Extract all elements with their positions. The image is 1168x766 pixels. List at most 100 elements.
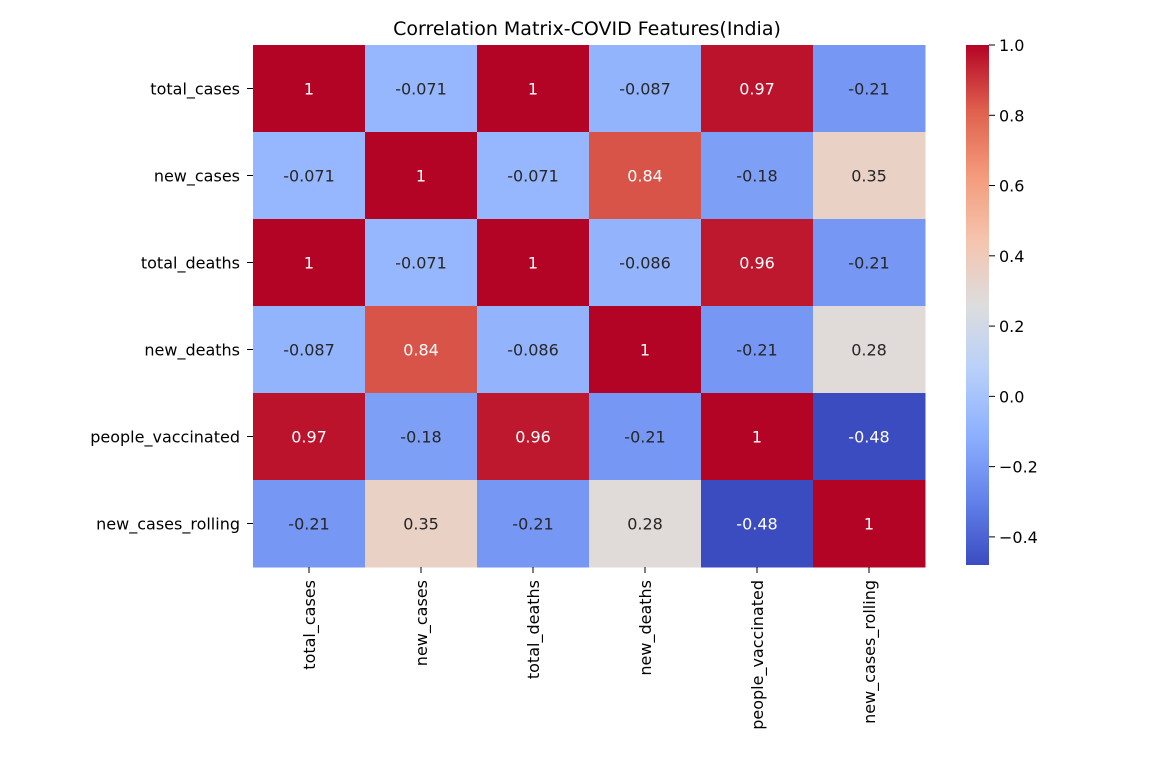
heatmap-cell [253, 306, 366, 394]
row-tick-label: total_deaths [141, 254, 240, 274]
row-tick-labels: total_cases new_cases total_deaths new_deat… [90, 80, 253, 535]
heatmap-cell [365, 306, 478, 394]
cell-value-label: 1 [528, 254, 538, 273]
cell-value-label: -0.21 [288, 515, 329, 534]
column-tick-label: new_cases [412, 580, 432, 666]
heatmap-cell [701, 45, 814, 133]
row-tick-label: new_deaths [144, 341, 240, 361]
cell-value-label: 0.28 [627, 515, 663, 534]
heatmap-cell [589, 45, 702, 133]
column-tick-label: people_vaccinated [748, 580, 768, 730]
cell-value-label: 0.35 [403, 515, 439, 534]
cell-value-label: 1 [304, 254, 314, 273]
row-tick-label: new_cases_rolling [96, 515, 240, 535]
colorbar-tick-label: 0.2 [999, 317, 1024, 336]
heatmap-cell [701, 132, 814, 220]
heatmap-cell [589, 306, 702, 394]
heatmap-cell [477, 306, 590, 394]
cell-value-label: -0.071 [395, 254, 447, 273]
heatmap-cell [253, 219, 366, 307]
cell-value-label: 0.97 [291, 428, 327, 447]
cell-value-label: 0.84 [403, 341, 439, 360]
cell-value-label: -0.21 [512, 515, 553, 534]
cell-value-label: 0.35 [851, 167, 887, 186]
heatmap-cell [813, 45, 926, 133]
cell-value-label: -0.48 [736, 515, 777, 534]
heatmap-cell [253, 480, 366, 568]
heatmap-cell [589, 393, 702, 481]
colorbar-gradient [966, 45, 989, 565]
cell-value-label: 0.96 [515, 428, 551, 447]
heatmap-cell [365, 393, 478, 481]
heatmap-cell [813, 219, 926, 307]
cell-value-label: -0.086 [507, 341, 559, 360]
cell-value-label: 0.28 [851, 341, 887, 360]
heatmap-cell [253, 45, 366, 133]
heatmap-cell [365, 132, 478, 220]
cell-value-label: -0.18 [736, 167, 777, 186]
cell-value-label: 1 [752, 428, 762, 447]
column-tick-label: total_deaths [524, 580, 544, 679]
cell-value-label: -0.21 [624, 428, 665, 447]
column-tick-labels: total_cases new_cases total_deaths new_deat… [300, 567, 880, 730]
cell-value-label: 1 [304, 80, 314, 99]
colorbar-tick-label: −0.2 [999, 458, 1038, 477]
colorbar-ticks: 1.0 0.8 0.6 0.4 0.2 0.0 −0.2 −0.4 [989, 36, 1038, 547]
cell-value-label: -0.071 [507, 167, 559, 186]
cell-value-label: -0.087 [619, 80, 671, 99]
heatmap-cell [365, 45, 478, 133]
heatmap-cell [253, 132, 366, 220]
heatmap-cell [589, 480, 702, 568]
heatmap-cell [589, 219, 702, 307]
cell-value-label: 0.97 [739, 80, 775, 99]
cell-value-label: -0.086 [619, 254, 671, 273]
cell-value-label: -0.071 [283, 167, 335, 186]
colorbar-tick-label: 0.4 [999, 247, 1024, 266]
heatmap-cell [477, 480, 590, 568]
heatmap-cell [477, 45, 590, 133]
cell-value-label: 0.96 [739, 254, 775, 273]
heatmap-cell [701, 219, 814, 307]
heatmap-cell [365, 219, 478, 307]
chart-title: Correlation Matrix-COVID Features(India) [393, 18, 781, 40]
colorbar-tick-label: 0.6 [999, 177, 1024, 196]
colorbar-tick-label: 0.8 [999, 106, 1024, 125]
column-tick-label: total_cases [300, 580, 320, 670]
heatmap-cell [477, 393, 590, 481]
cell-value-label: 0.84 [627, 167, 663, 186]
heatmap-cell [813, 480, 926, 568]
row-tick-label: new_cases [154, 167, 240, 187]
colorbar: 1.0 0.8 0.6 0.4 0.2 0.0 −0.2 −0.4 [966, 36, 1038, 565]
cell-value-label: 1 [864, 515, 874, 534]
colorbar-tick-label: −0.4 [999, 528, 1038, 547]
heatmap-cell [253, 393, 366, 481]
cell-value-label: -0.21 [736, 341, 777, 360]
cell-value-label: -0.087 [283, 341, 335, 360]
heatmap-cell [701, 306, 814, 394]
heatmap-cell [477, 219, 590, 307]
colorbar-tick-label: 0.0 [999, 387, 1024, 406]
cell-value-label: -0.48 [848, 428, 889, 447]
row-tick-label: people_vaccinated [90, 428, 240, 448]
heatmap-cells: 1 -0.071 1 -0.087 0.97 -0.21 -0.071 1 -0.071 0.84… [253, 45, 926, 568]
cell-value-label: -0.21 [848, 254, 889, 273]
heatmap-cell [589, 132, 702, 220]
cell-value-label: 1 [416, 167, 426, 186]
heatmap-cell [365, 480, 478, 568]
column-tick-label: new_cases_rolling [860, 580, 880, 724]
heatmap-cell [813, 306, 926, 394]
heatmap-cell [813, 393, 926, 481]
heatmap-cell [477, 132, 590, 220]
colorbar-tick-label: 1.0 [999, 36, 1024, 55]
row-tick-label: total_cases [150, 80, 240, 100]
cell-value-label: -0.18 [400, 428, 441, 447]
cell-value-label: 1 [640, 341, 650, 360]
cell-value-label: 1 [528, 80, 538, 99]
heatmap-cell [813, 132, 926, 220]
cell-value-label: -0.071 [395, 80, 447, 99]
cell-value-label: -0.21 [848, 80, 889, 99]
heatmap-cell [701, 480, 814, 568]
heatmap-cell [701, 393, 814, 481]
column-tick-label: new_deaths [636, 580, 656, 676]
